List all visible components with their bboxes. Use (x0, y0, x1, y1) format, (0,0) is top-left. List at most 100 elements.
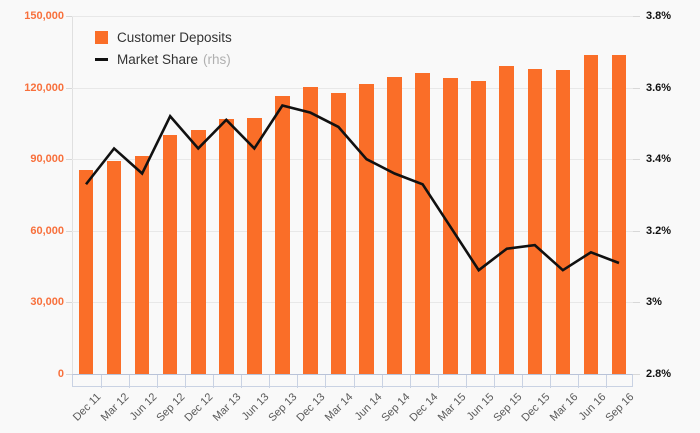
x-axis-divider (297, 375, 299, 388)
x-tick-label: Dec 15 (519, 391, 553, 425)
y-tick-mark-left (66, 87, 72, 89)
legend-suffix-rhs: (rhs) (203, 51, 231, 67)
x-tick-label: Sep 13 (266, 391, 300, 425)
y-tick-label-left: 90,000 (30, 153, 64, 166)
x-axis-divider (157, 375, 159, 388)
legend-label-market-share: Market Share (117, 51, 199, 67)
y-tick-mark-right (633, 302, 640, 304)
bar (331, 93, 346, 374)
x-axis-divider (549, 375, 551, 388)
x-axis-divider (437, 375, 439, 388)
bar (162, 135, 178, 374)
bar (471, 80, 486, 374)
legend-item-market-share[interactable]: Market Share (rhs) (95, 48, 232, 70)
legend-square-icon (95, 30, 108, 44)
x-axis-divider (521, 375, 523, 388)
x-tick-label: Mar 14 (323, 391, 356, 424)
x-axis-divider (129, 375, 131, 388)
y-tick-label-left: 150,000 (24, 10, 64, 22)
x-axis-divider (185, 375, 187, 388)
bar (218, 118, 234, 374)
gridline (72, 159, 633, 161)
x-axis-divider (577, 375, 579, 388)
bar-series-customer-deposits (72, 16, 633, 374)
gridline (72, 87, 633, 89)
bar (134, 155, 150, 374)
x-axis-divider (101, 375, 103, 388)
y-tick-mark-left (66, 16, 72, 17)
market-share-polyline (85, 104, 620, 273)
x-tick-label: Mar 12 (98, 391, 132, 424)
y-tick-label-right: 3.2% (646, 224, 672, 237)
line-series-market-share (85, 104, 620, 273)
x-tick-label: Sep 16 (603, 391, 637, 425)
x-axis-divider (605, 375, 607, 388)
y-tick-mark-left (66, 374, 72, 375)
bar (78, 170, 94, 374)
x-axis-divider (213, 375, 215, 388)
bar (247, 118, 262, 374)
bar (106, 161, 122, 374)
x-axis-divider (353, 375, 355, 388)
x-axis-divider (241, 375, 243, 388)
x-tick-label: Sep 15 (491, 391, 525, 425)
y-tick-label-left: 120,000 (24, 81, 64, 94)
y-tick-mark-left (66, 302, 72, 304)
x-tick-label: Mar 16 (547, 391, 581, 424)
legend-line-icon (95, 53, 108, 66)
chart-legend: Customer Deposits Market Share (rhs) (95, 26, 232, 70)
y-tick-label-right: 3.8% (646, 10, 672, 22)
x-tick-label: Mar 15 (435, 391, 469, 424)
bar (527, 68, 543, 374)
x-tick-label: Sep 12 (154, 391, 188, 425)
legend-label-customer-deposits: Customer Deposits (117, 29, 232, 45)
x-axis-divider (465, 375, 467, 388)
bar (387, 76, 402, 374)
x-tick-label: Jun 16 (576, 391, 609, 423)
x-tick-label: Jun 12 (127, 391, 160, 423)
bar (275, 96, 290, 374)
legend-item-customer-deposits[interactable]: Customer Deposits (95, 26, 232, 48)
y-tick-mark-right (633, 374, 640, 375)
bar (611, 55, 627, 374)
y-tick-label-left: 60,000 (30, 224, 64, 237)
bar (303, 87, 318, 374)
bar (555, 69, 571, 374)
y-tick-label-right: 3.6% (646, 81, 672, 94)
y-tick-mark-left (66, 230, 72, 232)
y-tick-mark-right (633, 230, 640, 232)
x-axis-divider (493, 375, 495, 388)
x-axis-divider (409, 375, 411, 388)
gridline (72, 16, 633, 17)
x-axis (72, 374, 633, 388)
bar (415, 73, 430, 374)
y-tick-label-right: 2.8% (646, 368, 672, 380)
plot-area (72, 16, 633, 374)
x-tick-label: Jun 15 (464, 391, 497, 423)
y-tick-mark-left (66, 159, 72, 161)
y-axis-left-line (72, 16, 73, 374)
gridline (72, 230, 633, 232)
y-tick-label-right: 3.4% (646, 153, 672, 166)
x-axis-divider (269, 375, 271, 388)
x-tick-label: Jun 14 (352, 391, 385, 423)
x-tick-label: Dec 11 (70, 391, 104, 424)
y-tick-label-right: 3% (646, 296, 662, 309)
y-tick-mark-right (633, 159, 640, 161)
y-tick-mark-right (633, 87, 640, 89)
y-tick-mark-right (633, 16, 640, 17)
bar (499, 66, 515, 374)
x-axis-divider (325, 375, 327, 388)
bar (190, 129, 206, 374)
x-axis-divider (381, 375, 383, 388)
x-tick-label: Sep 14 (378, 391, 413, 425)
bar (583, 54, 599, 374)
x-tick-label: Jun 13 (239, 391, 272, 423)
x-tick-label: Dec 13 (294, 391, 328, 425)
y-tick-label-left: 0 (57, 368, 64, 380)
x-tick-label: Dec 14 (406, 391, 441, 425)
y-tick-label-left: 30,000 (30, 296, 64, 309)
gridline (72, 302, 633, 304)
x-tick-label: Dec 12 (182, 391, 216, 425)
